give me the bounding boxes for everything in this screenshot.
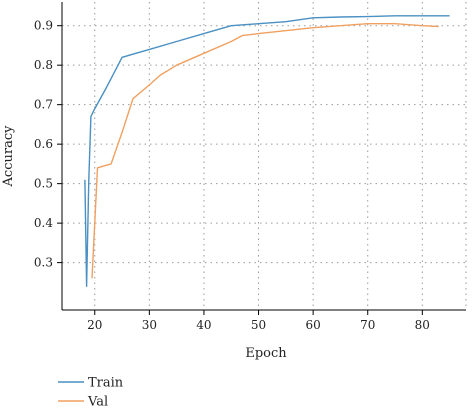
grid bbox=[62, 2, 467, 310]
y-tick-label: 0.6 bbox=[34, 137, 53, 151]
y-tick-label: 0.7 bbox=[34, 98, 53, 112]
legend: Train Val bbox=[58, 376, 124, 409]
y-axis-title: Accuracy bbox=[1, 125, 16, 188]
x-tick-label: 60 bbox=[305, 318, 320, 332]
y-tick-label: 0.4 bbox=[34, 216, 53, 230]
y-tick-label: 0.8 bbox=[34, 58, 53, 72]
legend-label-train: Train bbox=[88, 376, 124, 391]
series-line-val bbox=[91, 23, 439, 279]
series-line-train bbox=[84, 15, 450, 287]
x-axis-title: Epoch bbox=[245, 346, 287, 361]
series-lines bbox=[84, 15, 450, 287]
legend-label-val: Val bbox=[87, 395, 108, 409]
x-tick-label: 20 bbox=[87, 318, 102, 332]
y-tick-label: 0.9 bbox=[34, 19, 53, 33]
x-tick-label: 40 bbox=[196, 318, 211, 332]
x-tick-label: 80 bbox=[415, 318, 430, 332]
y-tick-label: 0.5 bbox=[34, 177, 53, 191]
axes: 20 30 40 50 60 70 80 0.3 0.4 0.5 0.6 0.7 0.8 0.9 Epoch… bbox=[1, 2, 466, 361]
x-tick-label: 70 bbox=[360, 318, 375, 332]
x-tick-label: 50 bbox=[251, 318, 266, 332]
x-tick-label: 30 bbox=[142, 318, 157, 332]
y-tick-label: 0.3 bbox=[34, 256, 53, 270]
